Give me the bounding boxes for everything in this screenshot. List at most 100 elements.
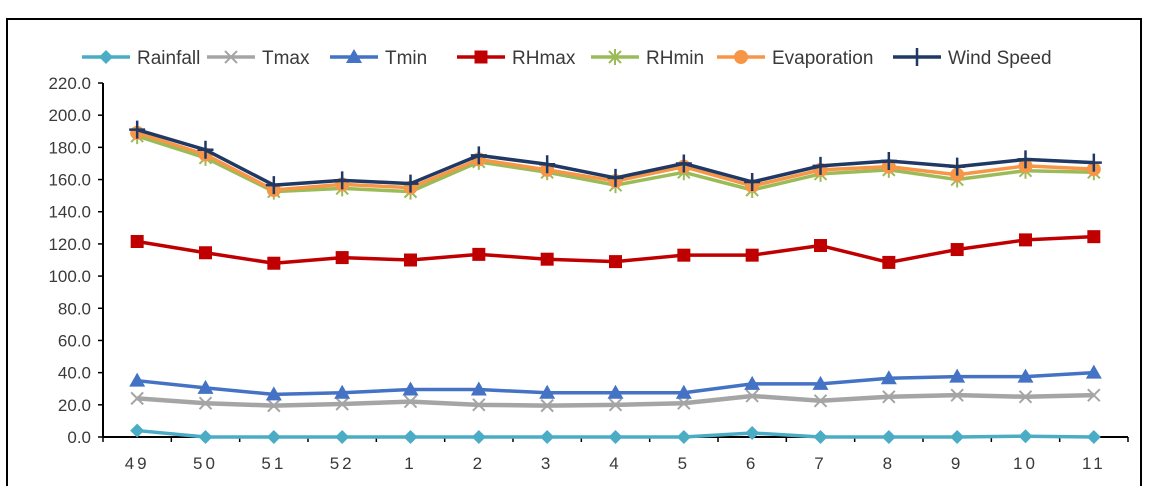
data-point-tmin bbox=[675, 384, 692, 399]
data-point-tmin bbox=[949, 368, 966, 383]
y-tick-label: 100.0 bbox=[48, 267, 91, 286]
data-point-tmin bbox=[470, 381, 487, 396]
data-point-tmin bbox=[129, 372, 146, 387]
data-point-tmin bbox=[334, 384, 351, 399]
data-point-rhmax bbox=[609, 255, 622, 269]
data-point-tmax bbox=[1087, 388, 1101, 402]
data-point-rainfall bbox=[676, 430, 691, 444]
chart-frame bbox=[6, 18, 1142, 486]
data-point-rhmax bbox=[540, 252, 554, 266]
y-tick-label: 200.0 bbox=[48, 106, 91, 125]
x-tick-label: 50 bbox=[193, 454, 218, 473]
data-point-rhmax bbox=[335, 251, 349, 265]
data-point-tmax bbox=[267, 398, 281, 413]
x-tick-label: 5 bbox=[678, 454, 690, 473]
data-point-rainfall bbox=[198, 430, 213, 444]
data-point-tmin bbox=[1017, 368, 1034, 383]
data-point-wind-speed bbox=[129, 120, 146, 139]
data-point-rainfall bbox=[608, 430, 623, 444]
data-point-rainfall bbox=[881, 430, 896, 444]
data-point-tmax bbox=[1018, 390, 1033, 404]
data-point-tmax bbox=[130, 391, 144, 406]
data-point-tmin bbox=[607, 384, 624, 399]
data-point-rainfall bbox=[745, 425, 760, 440]
data-point-tmax bbox=[198, 396, 213, 410]
y-tick-label: 220.0 bbox=[48, 74, 91, 93]
data-point-rhmax bbox=[130, 234, 144, 248]
y-tick-label: 120.0 bbox=[48, 235, 91, 254]
data-point-tmax bbox=[745, 389, 759, 403]
data-point-rhmax bbox=[404, 253, 417, 267]
x-tick-label: 1 bbox=[404, 454, 416, 473]
data-point-rhmax bbox=[472, 247, 486, 261]
data-point-rainfall bbox=[1086, 430, 1101, 444]
data-point-tmax bbox=[950, 388, 964, 402]
data-point-tmax bbox=[472, 398, 486, 412]
x-tick-label: 10 bbox=[1013, 454, 1038, 473]
x-tick-label: 51 bbox=[261, 454, 286, 473]
data-point-wind-speed bbox=[265, 176, 282, 195]
data-point-rainfall bbox=[813, 430, 828, 444]
legend-marker-rhmax bbox=[474, 50, 488, 64]
data-point-tmin bbox=[880, 370, 897, 385]
data-point-rhmax bbox=[267, 256, 281, 270]
data-point-wind-speed bbox=[880, 152, 897, 171]
legend-marker-evaporation bbox=[734, 50, 748, 64]
data-point-rhmax bbox=[1087, 230, 1101, 244]
data-point-tmax bbox=[403, 394, 418, 409]
y-tick-label: 40.0 bbox=[58, 364, 91, 383]
data-point-rainfall bbox=[1018, 429, 1033, 444]
legend-label-wind-speed: Wind Speed bbox=[948, 48, 1052, 69]
data-point-rainfall bbox=[403, 430, 418, 444]
legend-label-tmin: Tmin bbox=[385, 48, 427, 69]
y-tick-label: 60.0 bbox=[58, 331, 91, 350]
legend-marker-tmax bbox=[224, 50, 238, 64]
y-tick-label: 20.0 bbox=[58, 396, 91, 415]
y-tick-label: 160.0 bbox=[48, 171, 91, 190]
x-tick-label: 8 bbox=[883, 454, 895, 473]
x-tick-label: 49 bbox=[125, 454, 150, 473]
y-tick-label: 180.0 bbox=[48, 138, 91, 157]
data-point-tmin bbox=[812, 375, 829, 390]
data-point-wind-speed bbox=[744, 172, 761, 191]
data-point-wind-speed bbox=[812, 156, 829, 175]
data-point-tmax bbox=[677, 396, 691, 410]
data-point-tmin bbox=[402, 381, 419, 396]
legend-label-rainfall: Rainfall bbox=[137, 48, 200, 69]
data-point-wind-speed bbox=[1085, 153, 1102, 172]
data-point-wind-speed bbox=[470, 146, 487, 165]
data-point-rainfall bbox=[266, 430, 281, 444]
legend-label-evaporation: Evaporation bbox=[772, 48, 873, 69]
data-point-tmax bbox=[882, 390, 896, 404]
legend-marker-rainfall bbox=[99, 50, 113, 64]
x-tick-label: 11 bbox=[1082, 454, 1106, 473]
data-point-rhmax bbox=[745, 248, 759, 262]
data-point-wind-speed bbox=[607, 168, 624, 187]
data-point-rhmax bbox=[199, 246, 212, 260]
x-tick-label: 4 bbox=[609, 454, 621, 473]
data-point-rainfall bbox=[540, 430, 555, 444]
data-point-wind-speed bbox=[197, 140, 214, 159]
legend-marker-tmin bbox=[346, 49, 362, 63]
data-point-wind-speed bbox=[402, 174, 419, 193]
legend-label-rhmax: RHmax bbox=[512, 48, 576, 69]
data-point-wind-speed bbox=[675, 154, 692, 173]
data-point-wind-speed bbox=[334, 171, 351, 190]
data-point-tmin bbox=[265, 386, 282, 401]
x-tick-label: 7 bbox=[814, 454, 826, 473]
data-point-tmax bbox=[813, 394, 828, 408]
data-point-wind-speed bbox=[1017, 150, 1034, 169]
data-point-wind-speed bbox=[949, 157, 966, 176]
data-point-rainfall bbox=[335, 430, 350, 444]
legend-label-rhmin: RHmin bbox=[646, 48, 704, 69]
x-tick-label: 52 bbox=[330, 454, 355, 473]
data-point-tmin bbox=[197, 379, 214, 394]
x-tick-label: 6 bbox=[746, 454, 758, 473]
data-point-tmin bbox=[539, 384, 556, 399]
legend-label-tmax: Tmax bbox=[262, 48, 310, 69]
y-tick-label: 140.0 bbox=[48, 203, 91, 222]
y-tick-label: 80.0 bbox=[58, 299, 91, 318]
legend-marker-wind-speed bbox=[909, 48, 925, 66]
data-point-rhmax bbox=[882, 255, 896, 269]
